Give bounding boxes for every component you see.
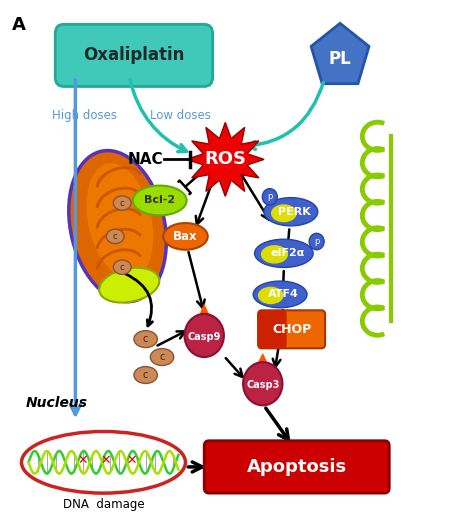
- Text: Bax: Bax: [173, 230, 198, 243]
- Ellipse shape: [106, 229, 124, 243]
- Polygon shape: [248, 353, 279, 383]
- Polygon shape: [186, 122, 264, 196]
- Text: CHOP: CHOP: [272, 323, 311, 336]
- Text: ATF4: ATF4: [268, 290, 299, 299]
- Text: Casp3: Casp3: [246, 380, 280, 390]
- Text: Nucleus: Nucleus: [25, 397, 87, 410]
- Text: High doses: High doses: [52, 109, 117, 122]
- Ellipse shape: [253, 281, 307, 308]
- Text: NAC: NAC: [128, 152, 164, 167]
- Ellipse shape: [134, 366, 157, 384]
- Ellipse shape: [113, 260, 131, 275]
- Polygon shape: [189, 303, 220, 334]
- FancyBboxPatch shape: [204, 441, 389, 493]
- Circle shape: [262, 188, 277, 205]
- Ellipse shape: [264, 198, 318, 226]
- Ellipse shape: [258, 286, 283, 304]
- Text: p: p: [267, 193, 273, 201]
- Ellipse shape: [261, 245, 288, 264]
- Text: Apoptosis: Apoptosis: [246, 458, 347, 476]
- FancyBboxPatch shape: [258, 310, 287, 348]
- Ellipse shape: [255, 239, 313, 267]
- Text: p: p: [314, 237, 319, 246]
- Text: c: c: [143, 370, 148, 380]
- FancyBboxPatch shape: [55, 24, 213, 87]
- Text: eIF2α: eIF2α: [270, 248, 305, 258]
- Ellipse shape: [133, 186, 187, 215]
- Text: Oxaliplatin: Oxaliplatin: [83, 46, 185, 64]
- Circle shape: [184, 314, 224, 357]
- Ellipse shape: [150, 349, 174, 365]
- Ellipse shape: [134, 331, 157, 348]
- Text: c: c: [159, 352, 165, 362]
- Text: c: c: [143, 334, 148, 344]
- Circle shape: [243, 362, 283, 405]
- FancyBboxPatch shape: [258, 310, 325, 348]
- Text: ✕: ✕: [100, 454, 111, 467]
- Text: ROS: ROS: [204, 151, 246, 168]
- Polygon shape: [311, 23, 369, 84]
- Text: ✕: ✕: [127, 454, 137, 467]
- Ellipse shape: [69, 151, 166, 302]
- Text: Low doses: Low doses: [150, 109, 211, 122]
- Ellipse shape: [21, 431, 185, 493]
- Text: Casp9: Casp9: [188, 332, 221, 342]
- Text: c: c: [113, 232, 118, 241]
- Text: PERK: PERK: [278, 207, 310, 217]
- Circle shape: [309, 234, 324, 250]
- Ellipse shape: [163, 223, 208, 250]
- Ellipse shape: [113, 196, 131, 210]
- Text: c: c: [120, 199, 125, 208]
- Text: ✕: ✕: [77, 454, 88, 467]
- Text: PL: PL: [328, 50, 351, 69]
- Text: c: c: [120, 263, 125, 272]
- Text: DNA  damage: DNA damage: [63, 498, 144, 511]
- Ellipse shape: [271, 204, 297, 222]
- Ellipse shape: [86, 163, 154, 279]
- Text: Bcl-2: Bcl-2: [144, 196, 175, 206]
- Text: A: A: [12, 16, 26, 34]
- Ellipse shape: [99, 268, 159, 303]
